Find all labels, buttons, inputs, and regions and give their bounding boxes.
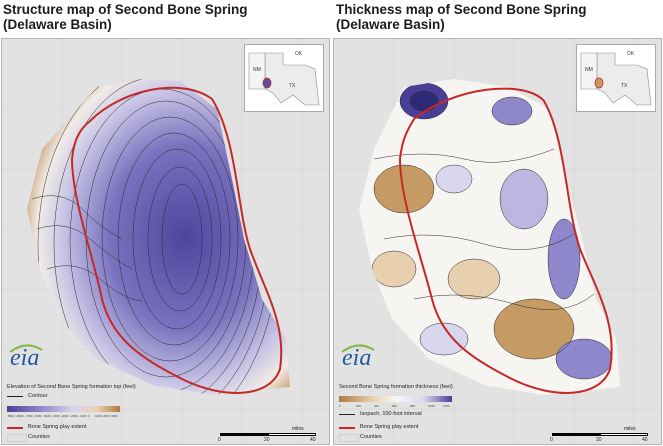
counties-label: Counties <box>28 434 50 440</box>
inset-label-nm-right: NM <box>585 67 593 73</box>
locator-map <box>248 52 320 106</box>
thickness-ramp-ticks: 0 200 400 600 800 1000 1200 <box>339 404 450 408</box>
isopach-swatch <box>339 414 355 415</box>
structure-color-ramp <box>7 406 120 412</box>
thickness-color-ramp <box>339 396 452 402</box>
locator-map-right <box>580 52 652 106</box>
thickness-map[interactable]: OK NM TX eia Second Bone Spring formatio… <box>333 38 662 445</box>
structure-map-title: Structure map of Second Bone Spring (Del… <box>3 2 248 32</box>
thickness-map-title: Thickness map of Second Bone Spring (Del… <box>336 2 587 32</box>
structure-surface <box>27 79 290 395</box>
counties-label-right: Counties <box>360 434 382 440</box>
play-extent-outline-right <box>398 87 613 394</box>
contour-swatch <box>7 396 23 397</box>
inset-label-ok-right: OK <box>627 51 635 57</box>
eia-logo: eia <box>8 342 46 372</box>
structure-map-canvas <box>2 39 329 444</box>
thickness-patches <box>372 83 612 379</box>
locator-inset: OK NM TX <box>244 44 324 112</box>
play-extent-swatch-right <box>339 427 355 429</box>
scale-bar: miles 0 20 40 <box>218 426 316 443</box>
structure-legend-title: Elevation of Second Bone Spring formatio… <box>7 384 136 390</box>
thickness-legend-title: Second Bone Spring formation thickness (… <box>339 384 453 390</box>
eia-logo-right: eia <box>340 342 378 372</box>
play-extent-outline <box>70 86 283 394</box>
structure-ramp-ticks: -8600 -8000 -7000 -6000 -5000 -4000 -300… <box>7 414 118 418</box>
inset-label-nm: NM <box>253 67 261 73</box>
play-extent-swatch <box>7 427 23 429</box>
scale-bar-right: miles 0 20 40 <box>550 426 648 443</box>
inset-label-tx-right: TX <box>621 83 628 89</box>
counties-swatch <box>7 434 27 442</box>
thickness-map-canvas <box>334 39 661 444</box>
play-extent-label: Bone Spring play extent <box>28 424 87 430</box>
isopach-label: Isopach, 100-foot interval <box>360 411 422 417</box>
contour-label: Contour <box>28 393 48 399</box>
inset-label-tx: TX <box>289 83 296 89</box>
inset-label-ok: OK <box>295 51 303 57</box>
play-extent-label-right: Bone Spring play extent <box>360 424 419 430</box>
isopach-contours <box>371 82 613 380</box>
counties-swatch-right <box>339 434 359 442</box>
structure-map[interactable]: OK NM TX eia Elevation of Second Bone Sp… <box>1 38 330 445</box>
locator-inset-right: OK NM TX <box>576 44 656 112</box>
